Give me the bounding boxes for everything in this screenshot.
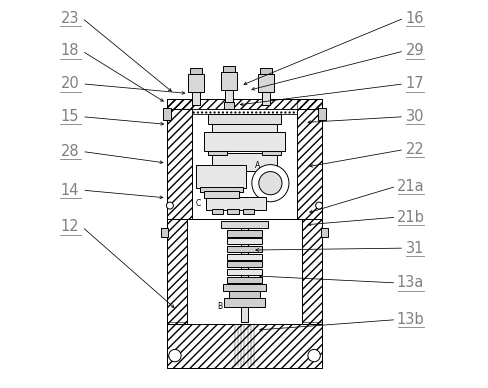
Bar [320, 228, 327, 237]
Bar [196, 165, 246, 188]
Bar [296, 99, 321, 219]
Circle shape [307, 350, 320, 362]
Bar [211, 210, 223, 214]
Bar [167, 219, 186, 324]
Bar [217, 170, 244, 178]
Bar [226, 261, 262, 267]
Bar [188, 74, 203, 92]
Bar [167, 322, 321, 368]
Bar [226, 277, 262, 283]
Bar [167, 99, 321, 109]
Text: 20: 20 [61, 76, 80, 91]
Text: 22: 22 [405, 142, 424, 157]
Bar [192, 109, 296, 219]
Bar [228, 291, 260, 299]
Bar [226, 210, 238, 214]
Bar [207, 151, 226, 155]
Bar [163, 108, 171, 120]
Bar [262, 92, 269, 105]
Text: C: C [195, 199, 200, 208]
Circle shape [166, 202, 173, 209]
Bar [223, 284, 265, 291]
Text: B: B [216, 302, 222, 312]
Bar [207, 114, 281, 125]
Text: 18: 18 [61, 43, 79, 59]
Text: 17: 17 [405, 76, 424, 91]
Bar [302, 219, 321, 324]
Circle shape [258, 171, 282, 195]
Bar [161, 228, 168, 237]
Bar [240, 222, 248, 322]
Text: 16: 16 [405, 10, 424, 26]
Bar [192, 109, 296, 114]
Text: 29: 29 [405, 43, 424, 59]
Bar [191, 92, 199, 105]
Bar [167, 219, 186, 324]
Bar [186, 219, 302, 324]
Bar [167, 99, 192, 219]
Text: 28: 28 [61, 144, 80, 159]
Text: 21a: 21a [396, 179, 424, 194]
Bar [167, 99, 192, 219]
Bar [226, 246, 262, 252]
Bar [203, 132, 285, 151]
Bar [317, 108, 325, 120]
Bar [205, 197, 265, 210]
Bar [167, 322, 321, 368]
Text: 30: 30 [405, 109, 424, 124]
Text: A: A [254, 161, 260, 170]
Bar [221, 221, 267, 228]
Bar [226, 269, 262, 275]
Bar [296, 99, 321, 219]
Bar [192, 109, 296, 114]
Text: 15: 15 [61, 109, 79, 124]
Bar [260, 68, 272, 74]
Bar [258, 74, 273, 92]
Bar [223, 66, 235, 72]
Bar [200, 187, 242, 192]
Circle shape [168, 350, 181, 362]
Text: 13a: 13a [396, 275, 424, 291]
Text: 23: 23 [61, 10, 79, 26]
Circle shape [315, 202, 322, 209]
Text: 12: 12 [61, 219, 80, 234]
Bar [203, 191, 238, 198]
Bar [221, 72, 236, 90]
Bar [224, 298, 264, 307]
Circle shape [251, 165, 288, 202]
Bar [242, 210, 254, 214]
Bar [226, 253, 262, 260]
Bar [224, 102, 234, 109]
Text: 21b: 21b [396, 210, 424, 225]
Bar [262, 151, 281, 155]
Text: 31: 31 [405, 241, 424, 256]
Bar [226, 238, 262, 244]
Bar [167, 99, 321, 109]
Bar [211, 153, 277, 171]
Bar [211, 124, 277, 132]
Text: 14: 14 [61, 183, 79, 197]
Bar [302, 219, 321, 324]
Bar [189, 68, 202, 74]
Bar [226, 230, 262, 237]
Text: 13b: 13b [396, 312, 424, 327]
Bar [224, 90, 232, 103]
